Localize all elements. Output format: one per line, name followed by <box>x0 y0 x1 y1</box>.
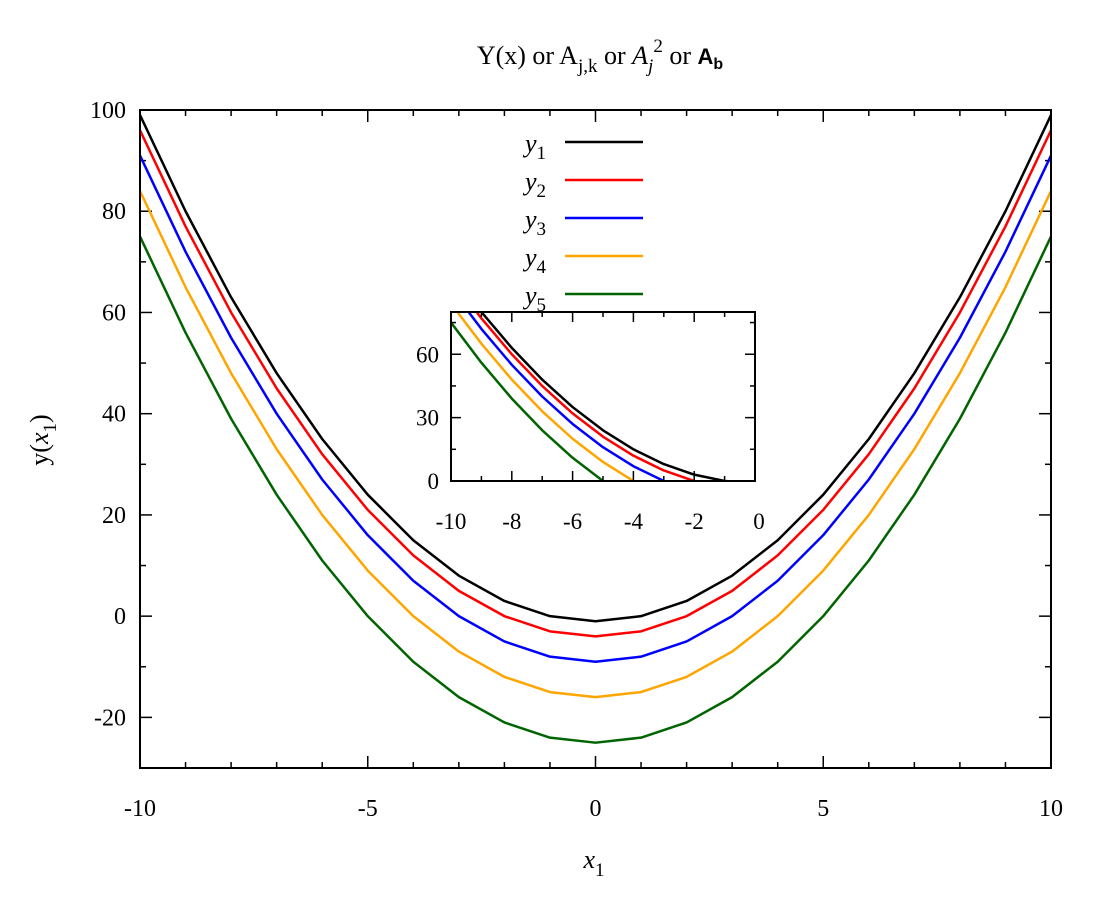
legend-label-y5: y5 <box>522 281 546 316</box>
inset-series-line-y4 <box>455 312 637 481</box>
legend-label-y1: y1 <box>522 129 546 164</box>
main-series <box>138 114 1053 744</box>
inset-x-tick-label: -10 <box>436 509 467 534</box>
inset-y-tick-label: 60 <box>416 342 439 367</box>
inset-y-tick-label: 30 <box>416 406 439 431</box>
x-tick-label: -10 <box>124 796 156 822</box>
y-axis-label: y(x1) <box>25 414 61 465</box>
inset-x-tick-label: -8 <box>502 509 521 534</box>
legend-label-y2: y2 <box>522 167 546 202</box>
inset-x-tick-label: -2 <box>685 509 704 534</box>
series-line-y4 <box>138 190 1053 699</box>
y-tick-label: 60 <box>102 300 126 326</box>
series-line-y5 <box>138 236 1053 744</box>
x-tick-label: 5 <box>817 796 829 822</box>
inset-background <box>451 312 755 481</box>
inset-series <box>451 312 743 481</box>
legend-label-y3: y3 <box>522 205 546 240</box>
x-tick-label: -5 <box>358 796 378 822</box>
series-line-y2 <box>138 129 1053 638</box>
y-tick-label: -20 <box>94 705 126 731</box>
y-tick-label: 100 <box>90 98 126 124</box>
y-tick-label: 0 <box>114 604 126 630</box>
x-axis-label: x1 <box>582 845 604 881</box>
inset-series-line-y5 <box>451 321 606 481</box>
inset-frame <box>450 311 756 482</box>
x-tick-label: 10 <box>1039 796 1063 822</box>
chart-title: Y(x) or Aj,k or Aj2 or Ab <box>477 36 724 77</box>
inset-series-line-y3 <box>467 312 668 481</box>
x-tick-label: 0 <box>590 796 602 822</box>
inset-series-line-y2 <box>475 312 701 481</box>
series-line-y1 <box>138 114 1053 623</box>
inset-x-tick-label: -6 <box>563 509 582 534</box>
inset-tick-labels: -10 -8 -6 -4 -2 0 0 30 60 <box>416 342 765 534</box>
inset-y-tick-label: 0 <box>428 469 440 494</box>
y-tick-label: 40 <box>102 402 126 428</box>
y-tick-label: 80 <box>102 199 126 225</box>
inset-x-tick-label: -4 <box>624 509 644 534</box>
inset-series-line-y1 <box>479 312 743 481</box>
series-line-y3 <box>138 155 1053 663</box>
inset-x-tick-label: 0 <box>753 509 765 534</box>
y-tick-label: 20 <box>102 503 126 529</box>
legend-label-y4: y4 <box>522 243 547 278</box>
main-plot-frame <box>139 109 1052 769</box>
